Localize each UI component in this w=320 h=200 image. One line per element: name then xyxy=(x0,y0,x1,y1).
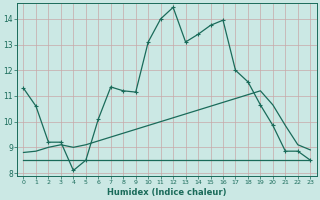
X-axis label: Humidex (Indice chaleur): Humidex (Indice chaleur) xyxy=(107,188,227,197)
